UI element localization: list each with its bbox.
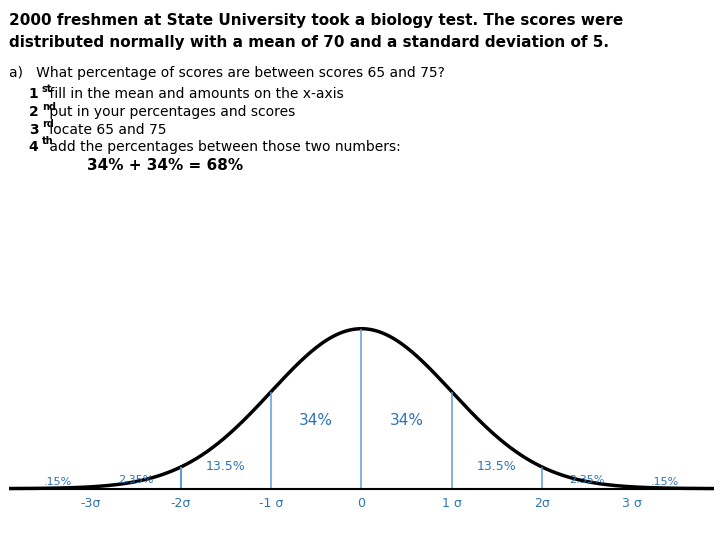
Text: st: st: [42, 84, 52, 94]
Text: -1 σ: -1 σ: [259, 497, 284, 510]
Text: 13.5%: 13.5%: [206, 460, 246, 472]
Text: -2σ: -2σ: [171, 497, 191, 510]
Text: fill in the mean and amounts on the x-axis: fill in the mean and amounts on the x-ax…: [45, 87, 344, 102]
Text: 13.5%: 13.5%: [477, 460, 517, 472]
Text: 34% + 34% = 68%: 34% + 34% = 68%: [45, 158, 243, 173]
Text: 1 σ: 1 σ: [442, 497, 462, 510]
Text: .15%: .15%: [651, 477, 679, 487]
Text: a)   What percentage of scores are between scores 65 and 75?: a) What percentage of scores are between…: [9, 66, 445, 80]
Text: 0: 0: [357, 497, 366, 510]
Text: 2000 freshmen at State University took a biology test. The scores were: 2000 freshmen at State University took a…: [9, 14, 624, 29]
Text: rd: rd: [42, 119, 53, 129]
Text: 4: 4: [29, 140, 39, 154]
Text: 34%: 34%: [300, 413, 333, 428]
Text: 3 σ: 3 σ: [622, 497, 642, 510]
Text: 2.35%: 2.35%: [118, 475, 153, 484]
Text: 2σ: 2σ: [534, 497, 550, 510]
Text: 2: 2: [29, 105, 39, 119]
Text: 3: 3: [29, 123, 38, 137]
Text: -3σ: -3σ: [81, 497, 101, 510]
Text: add the percentages between those two numbers:: add the percentages between those two nu…: [45, 140, 401, 154]
Text: .15%: .15%: [44, 477, 72, 487]
Text: put in your percentages and scores: put in your percentages and scores: [45, 105, 296, 119]
Text: nd: nd: [42, 102, 55, 112]
Text: distributed normally with a mean of 70 and a standard deviation of 5.: distributed normally with a mean of 70 a…: [9, 35, 609, 50]
Text: th: th: [42, 136, 53, 146]
Text: 34%: 34%: [390, 413, 423, 428]
Text: 1: 1: [29, 87, 39, 102]
Text: locate 65 and 75: locate 65 and 75: [45, 123, 167, 137]
Text: 2.35%: 2.35%: [570, 475, 605, 484]
